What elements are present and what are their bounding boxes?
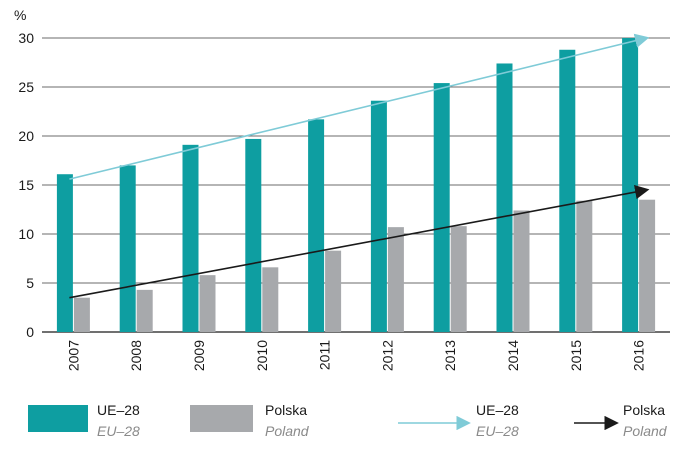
x-tick-label: 2012 (379, 340, 395, 371)
legend-sublabel-pl: Poland (265, 423, 310, 439)
bar-pl-2012 (387, 227, 404, 332)
x-tick-label: 2016 (631, 340, 647, 371)
bar-pl-2007 (73, 297, 90, 332)
y-tick-label: 30 (18, 30, 34, 46)
x-tick-label: 2010 (254, 340, 270, 371)
y-axis-ticks: 0 5 10 15 20 25 30 (18, 30, 34, 340)
bar-eu-2008 (119, 165, 136, 332)
bar-eu-2016 (622, 38, 639, 332)
legend-trend-sublabel-pl: Poland (623, 423, 668, 439)
bar-pl-2011 (325, 250, 342, 332)
legend-swatch-eu (28, 405, 88, 432)
bar-pl-2009 (199, 275, 216, 332)
legend-trend-sublabel-eu: EU–28 (476, 423, 519, 439)
x-tick-label: 2008 (128, 340, 144, 371)
y-tick-label: 15 (18, 177, 34, 193)
bar-eu-2010 (245, 138, 262, 332)
x-tick-label: 2007 (65, 340, 81, 371)
x-tick-label: 2013 (442, 340, 458, 371)
legend-item-pl-trend: Polska Poland (574, 402, 668, 439)
y-tick-label: 0 (26, 324, 34, 340)
bar-eu-2007 (56, 174, 73, 332)
trend-lines (69, 33, 650, 299)
x-axis-ticks: 2007 2008 2009 2010 2011 2012 2013 2014 2015 2016 (65, 340, 646, 371)
legend-trend-label-pl: Polska (623, 402, 665, 418)
y-tick-label: 10 (18, 226, 34, 242)
trend-line-eu (69, 33, 650, 180)
x-tick-label: 2015 (568, 340, 584, 371)
bar-eu-2013 (433, 83, 450, 332)
y-axis-unit: % (14, 7, 26, 23)
legend-trend-label-eu: UE–28 (476, 402, 519, 418)
gridlines (42, 37, 670, 333)
bar-eu-2014 (496, 63, 513, 332)
bar-eu-2009 (182, 144, 199, 332)
legend-label-pl: Polska (265, 402, 307, 418)
legend-item-eu-bar: UE–28 EU–28 (28, 402, 140, 439)
x-tick-label: 2009 (191, 340, 207, 371)
legend-swatch-pl (190, 405, 253, 432)
legend-item-eu-trend: UE–28 EU–28 (398, 402, 519, 439)
bars (56, 38, 656, 332)
legend: UE–28 EU–28 Polska Poland UE–28 EU–28 Po… (28, 402, 668, 439)
bar-pl-2013 (450, 226, 467, 332)
bar-eu-2015 (559, 49, 576, 332)
legend-sublabel-eu: EU–28 (97, 423, 140, 439)
bar-pl-2008 (136, 289, 153, 332)
bar-pl-2014 (513, 210, 530, 332)
x-tick-label: 2014 (505, 340, 521, 371)
y-tick-label: 5 (26, 275, 34, 291)
x-tick-label: 2011 (317, 340, 333, 370)
bar-pl-2015 (576, 200, 593, 332)
bar-pl-2016 (639, 199, 656, 332)
trend-line-pl (69, 184, 650, 299)
legend-label-eu: UE–28 (97, 402, 140, 418)
bar-eu-2011 (308, 119, 325, 332)
y-tick-label: 25 (18, 79, 34, 95)
bar-eu-2012 (370, 100, 387, 332)
legend-item-pl-bar: Polska Poland (190, 402, 310, 439)
bar-pl-2010 (262, 267, 279, 332)
y-tick-label: 20 (18, 128, 34, 144)
